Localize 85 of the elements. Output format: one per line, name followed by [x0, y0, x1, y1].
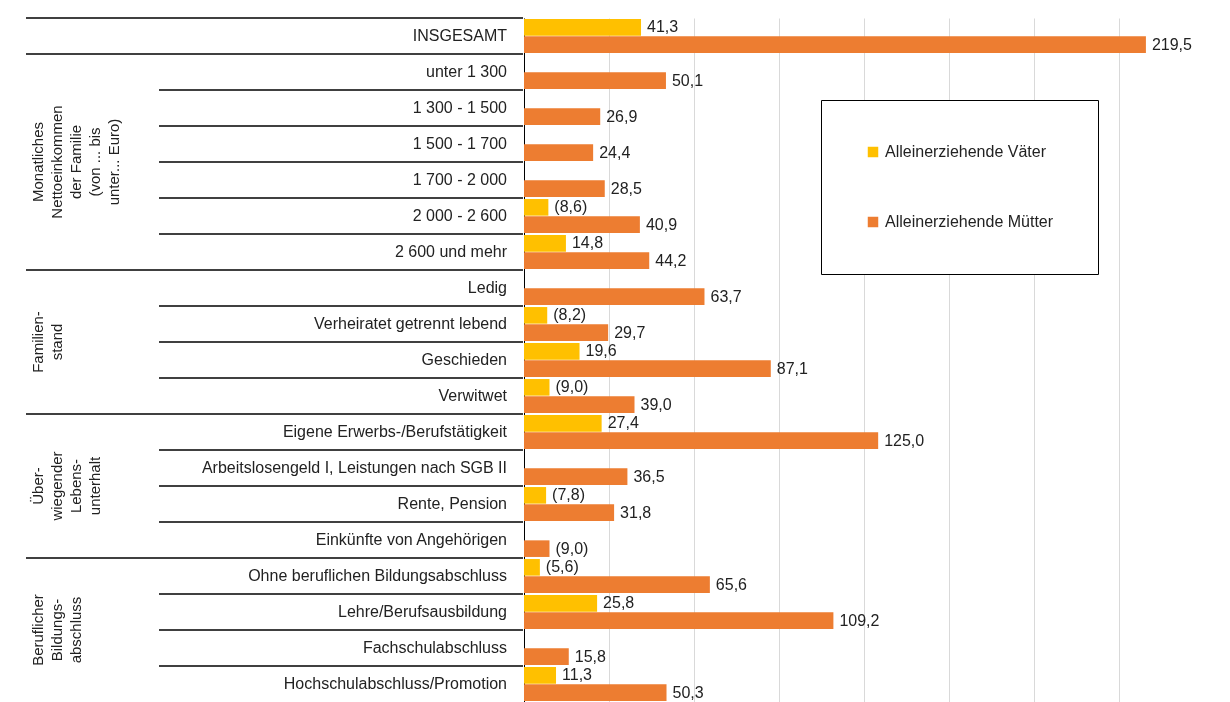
bar	[524, 360, 771, 377]
bar	[524, 684, 667, 701]
y-tick-label: Lehre/Berufsausbildung	[337, 603, 507, 620]
y-tick-label: Fachschulabschluss	[362, 639, 507, 656]
data-label: (9,0)	[555, 378, 589, 396]
y-tick-label: Einkünfte von Angehörigen	[315, 531, 507, 548]
bar	[524, 576, 710, 593]
data-label: 50,3	[672, 683, 704, 701]
data-label: 109,2	[839, 611, 880, 629]
y-tick-label: 1 300 - 1 500	[412, 99, 508, 116]
data-label: 31,8	[620, 503, 652, 521]
data-label: 36,5	[633, 467, 665, 485]
y-tick-label: Geschieden	[421, 351, 507, 368]
y-tick-label: 2 600 und mehr	[394, 243, 508, 260]
bar	[524, 343, 580, 360]
data-label: 87,1	[776, 359, 809, 377]
bar	[524, 72, 666, 89]
y-tick-label: INSGESAMT	[412, 27, 508, 44]
data-label: (9,0)	[555, 539, 589, 557]
y-tick-label: 1 500 - 1 700	[412, 135, 508, 152]
data-label: 40,9	[645, 215, 678, 233]
data-label: 25,8	[603, 594, 635, 612]
bar	[524, 252, 650, 269]
bar	[524, 504, 615, 521]
data-label: 39,0	[640, 395, 672, 413]
data-label: 125,0	[884, 431, 925, 449]
data-label: (5,6)	[545, 558, 579, 576]
bar	[524, 324, 609, 341]
bar	[524, 396, 635, 413]
text: Über- wiegender Lebens- unterhalt	[29, 451, 103, 522]
data-label: 19,6	[585, 342, 617, 360]
text: Familien- stand	[29, 311, 65, 373]
bar	[524, 19, 642, 36]
bar	[524, 432, 879, 449]
data-label: 28,5	[610, 179, 642, 197]
data-label: (8,6)	[554, 198, 588, 216]
y-tick-label: Eigene Erwerbs-/Berufstätigkeit	[282, 423, 508, 440]
data-label: 26,9	[606, 107, 638, 125]
bar	[524, 307, 548, 324]
data-label: 63,7	[710, 287, 742, 305]
bar	[524, 235, 566, 252]
bar	[524, 180, 605, 197]
data-label: (7,8)	[552, 486, 586, 504]
y-tick-label: 2 000 - 2 600	[412, 207, 508, 224]
y-tick-label: 1 700 - 2 000	[412, 171, 508, 188]
data-label: 41,3	[647, 18, 679, 36]
bar	[524, 288, 705, 305]
y-tick-label: Ohne beruflichen Bildungsabschluss	[248, 567, 507, 584]
y-tick-label: unter 1 300	[426, 63, 508, 80]
bar	[524, 216, 640, 233]
bar	[524, 415, 602, 432]
data-label: 44,2	[655, 251, 687, 269]
y-tick-label: Rente, Pension	[397, 495, 507, 512]
data-label: 24,4	[599, 143, 631, 161]
bar	[524, 379, 550, 396]
data-label: 11,3	[562, 666, 593, 684]
data-label: 50,1	[671, 71, 704, 89]
bar	[524, 108, 601, 125]
data-label: (8,2)	[553, 306, 587, 324]
bar	[524, 612, 834, 629]
y-tick-label: Verwitwet	[438, 387, 508, 404]
data-label: 219,5	[1151, 35, 1193, 53]
bar	[524, 144, 594, 161]
data-label: 27,4	[607, 414, 639, 432]
data-label: 29,7	[614, 323, 646, 341]
bar	[524, 595, 598, 612]
data-label: 14,8	[571, 234, 604, 252]
bar	[524, 540, 550, 557]
bar	[524, 199, 549, 216]
data-label: 15,8	[574, 647, 607, 665]
bar	[524, 648, 569, 665]
bar	[524, 36, 1146, 53]
bar	[524, 468, 628, 485]
y-tick-label: Arbeitslosengeld I, Leistungen nach SGB II	[201, 459, 507, 476]
y-tick-label: Verheiratet getrennt lebend	[313, 315, 507, 332]
text: Monatliches Nettoeinkommen der Familie (von ... bis unter... Euro)	[29, 105, 122, 219]
bar	[524, 487, 547, 504]
y-tick-label: Hochschulabschluss/Promotion	[283, 675, 507, 692]
bar	[524, 559, 540, 576]
data-label: 65,6	[715, 575, 748, 593]
text: Beruflicher Bildungs- abschluss	[29, 594, 84, 666]
bar	[524, 667, 557, 684]
legend-label: Alleinerziehende Mütter	[885, 213, 1054, 230]
legend-label: Alleinerziehende Väter	[885, 143, 1047, 160]
y-tick-label: Ledig	[467, 279, 507, 296]
